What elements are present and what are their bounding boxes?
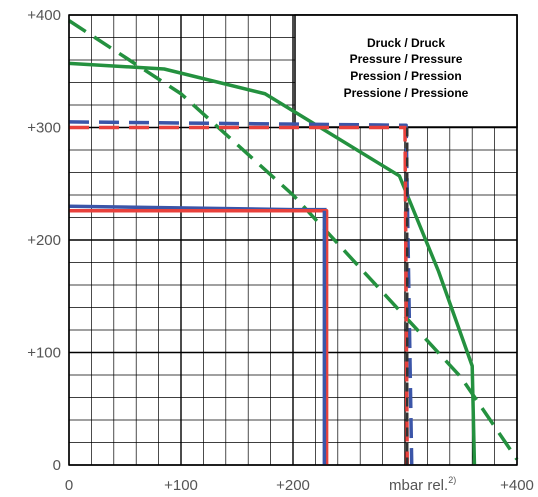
x-tick-label: 0 [65, 477, 73, 494]
y-tick-label: +200 [27, 232, 61, 249]
plot-border [68, 14, 518, 466]
series-layer [68, 19, 519, 466]
legend-line-4: Pressione / Pressione [344, 86, 469, 100]
x-axis-label: mbar rel.2) [389, 475, 456, 494]
y-tick-label: +300 [27, 120, 61, 137]
y-tick-labels: 0 +100 +200 +300 +400 [27, 7, 61, 474]
legend-box [294, 14, 518, 128]
series-line-red-solid [69, 209, 329, 465]
legend-line-3: Pression / Pression [350, 69, 461, 83]
series-line-blue-dashed [68, 120, 414, 466]
y-tick-label: 0 [53, 457, 61, 474]
x-tick-label: +200 [276, 477, 310, 494]
legend-line-2: Pressure / Pressure [350, 52, 463, 66]
x-tick-label: +100 [164, 477, 198, 494]
y-tick-label: +400 [27, 7, 61, 24]
x-tick-labels: 0 +100 +200 +400 [65, 477, 534, 494]
x-tick-label: +400 [500, 477, 534, 494]
legend: Druck / Druck Pressure / Pressure Pressi… [294, 14, 518, 128]
legend-line-1: Druck / Druck [367, 36, 445, 50]
series-line-green-dashed [68, 19, 519, 461]
y-tick-label: +100 [27, 345, 61, 362]
series-line-green-solid [68, 61, 477, 466]
series-line-red-dashed [69, 125, 409, 466]
